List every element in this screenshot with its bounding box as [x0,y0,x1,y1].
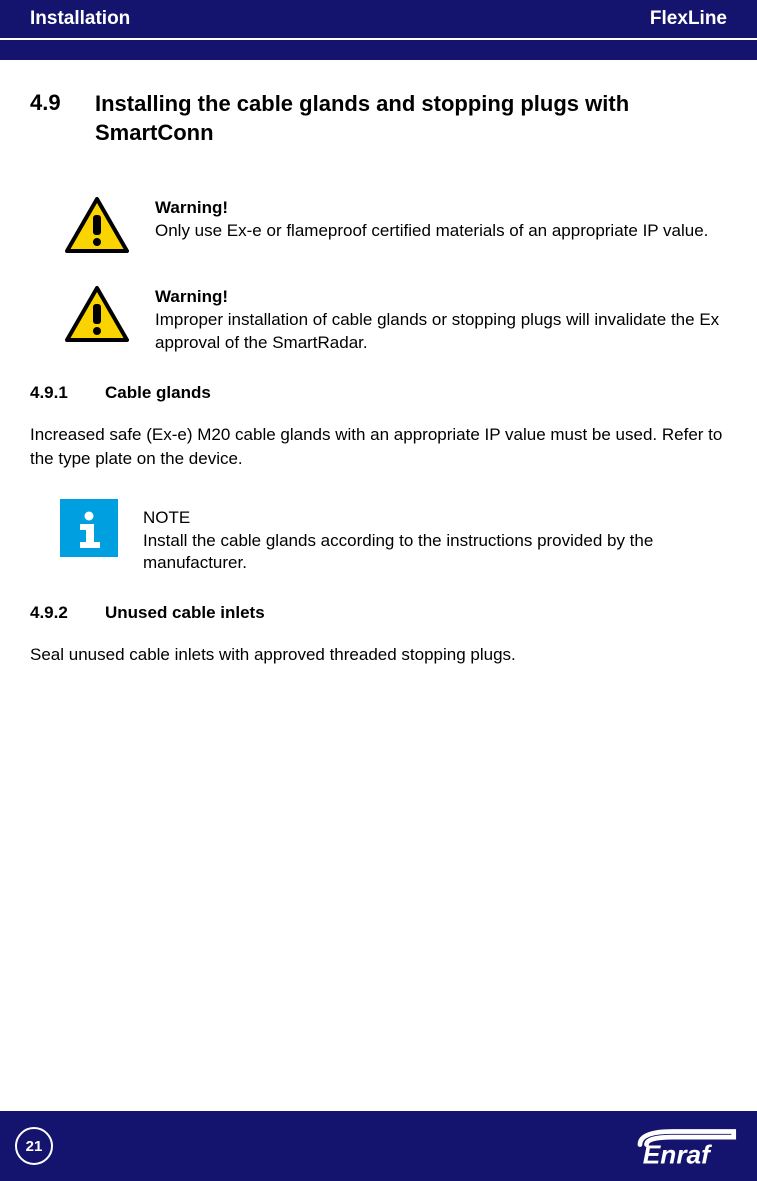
subsection-number-1: 4.9.1 [30,383,105,403]
subsection-number-2: 4.9.2 [30,603,105,623]
warning-body-1: Only use Ex-e or flameproof certified ma… [155,221,708,240]
info-icon [60,499,118,557]
paragraph-2: Seal unused cable inlets with approved t… [30,643,727,667]
header-right: FlexLine [650,8,727,30]
page-content: 4.9 Installing the cable glands and stop… [0,60,757,725]
header-bar: Installation FlexLine [0,0,757,38]
subsection-title-1: Cable glands [105,383,211,403]
note-body: Install the cable glands according to th… [143,531,653,573]
enraf-logo: Enraf [622,1124,747,1169]
warning-body-2: Improper installation of cable glands or… [155,310,719,352]
note-label: NOTE [143,508,190,527]
section-title: Installing the cable glands and stopping… [95,90,727,147]
warning-text-1: Warning! Only use Ex-e or flameproof cer… [155,197,708,243]
warning-text-2: Warning! Improper installation of cable … [155,286,727,355]
subsection-heading-2: 4.9.2 Unused cable inlets [30,603,727,623]
warning-callout-1: Warning! Only use Ex-e or flameproof cer… [30,197,727,258]
note-callout: NOTE Install the cable glands according … [30,499,727,576]
warning-icon [65,286,137,347]
subsection-heading-1: 4.9.1 Cable glands [30,383,727,403]
warning-icon [65,197,137,258]
note-text: NOTE Install the cable glands according … [143,499,727,576]
svg-text:Enraf: Enraf [643,1139,712,1169]
paragraph-1: Increased safe (Ex-e) M20 cable glands w… [30,423,727,471]
footer-bar: 21 Enraf [0,1111,757,1181]
warning-callout-2: Warning! Improper installation of cable … [30,286,727,355]
section-number: 4.9 [30,90,95,147]
subsection-title-2: Unused cable inlets [105,603,265,623]
page-number: 21 [15,1127,53,1165]
header-separator-bar [0,40,757,60]
section-heading: 4.9 Installing the cable glands and stop… [30,90,727,147]
warning-label-1: Warning! [155,198,228,217]
header-left: Installation [30,8,130,30]
warning-label-2: Warning! [155,287,228,306]
